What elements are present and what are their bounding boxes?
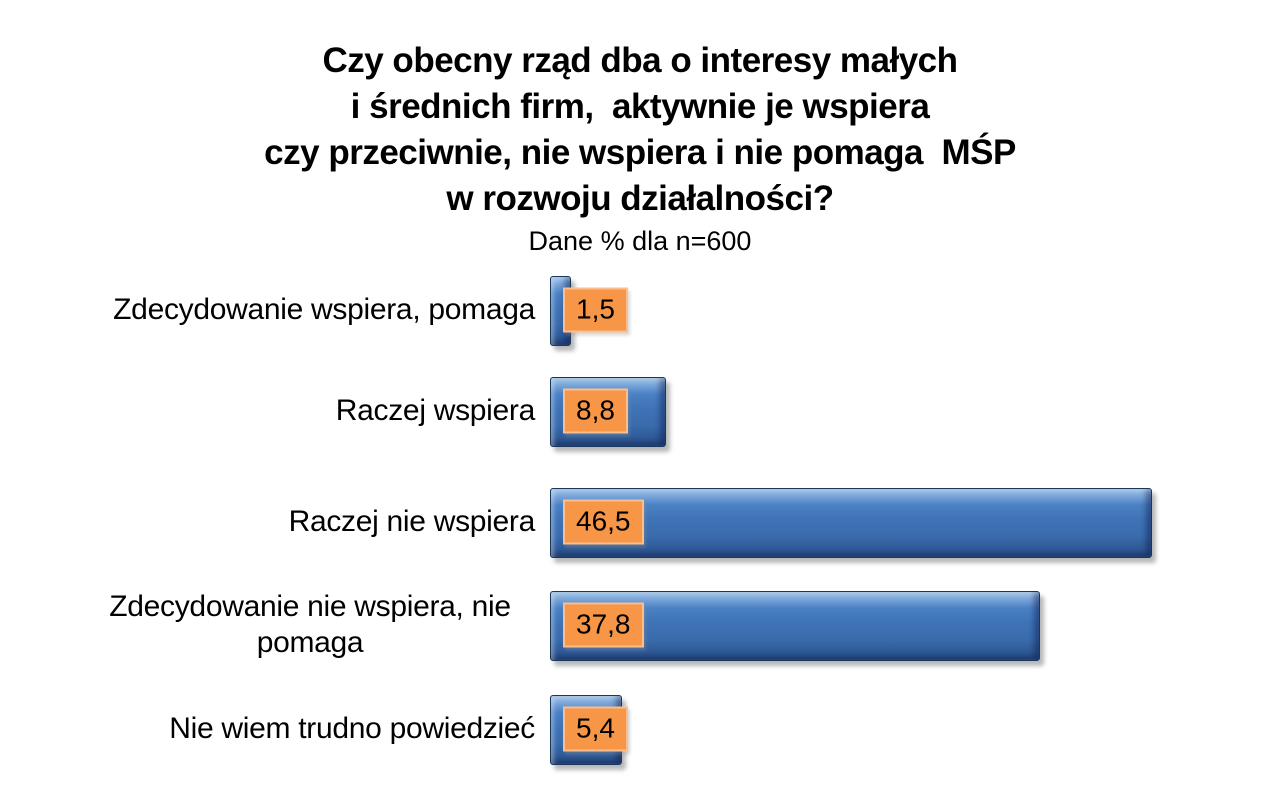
value-label: 1,5 <box>563 287 628 333</box>
value-label: 46,5 <box>563 499 644 545</box>
bar-container: 8,8 <box>550 376 666 447</box>
bar-container: 1,5 <box>550 275 628 346</box>
chart-subtitle: Dane % dla n=600 <box>528 226 752 256</box>
bar <box>550 488 1152 558</box>
bar-container: 46,5 <box>550 487 1152 558</box>
chart-title-block: Czy obecny rząd dba o interesy małych i … <box>0 38 1280 258</box>
chart-title-line-4: w rozwoju działalności? <box>446 179 834 218</box>
value-label: 5,4 <box>563 706 628 752</box>
chart-title-line-1: Czy obecny rząd dba o interesy małych <box>322 41 958 80</box>
chart-title-line-3: czy przeciwnie, nie wspiera i nie pomaga… <box>264 133 1016 172</box>
chart-row: Zdecydowanie wspiera, pomaga 1,5 <box>85 275 628 346</box>
bar-container: 5,4 <box>550 694 628 765</box>
bar-container: 37,8 <box>550 590 1040 661</box>
category-label: Zdecydowanie nie wspiera, nie pomaga <box>109 590 511 659</box>
category-label: Nie wiem trudno powiedzieć <box>169 712 535 745</box>
chart-row: Nie wiem trudno powiedzieć 5,4 <box>85 694 628 765</box>
chart-row: Raczej nie wspiera 46,5 <box>85 487 1152 558</box>
category-label: Raczej wspiera <box>335 394 536 427</box>
chart-title-line-2: i średnich firm, aktywnie je wspiera <box>350 87 930 126</box>
value-label: 37,8 <box>563 602 644 648</box>
category-label: Raczej nie wspiera <box>288 505 536 538</box>
chart-row: Raczej wspiera 8,8 <box>85 376 666 447</box>
chart-row: Zdecydowanie nie wspiera, nie pomaga 37,… <box>85 590 1040 661</box>
value-label: 8,8 <box>563 388 628 434</box>
category-label: Zdecydowanie wspiera, pomaga <box>113 293 535 326</box>
